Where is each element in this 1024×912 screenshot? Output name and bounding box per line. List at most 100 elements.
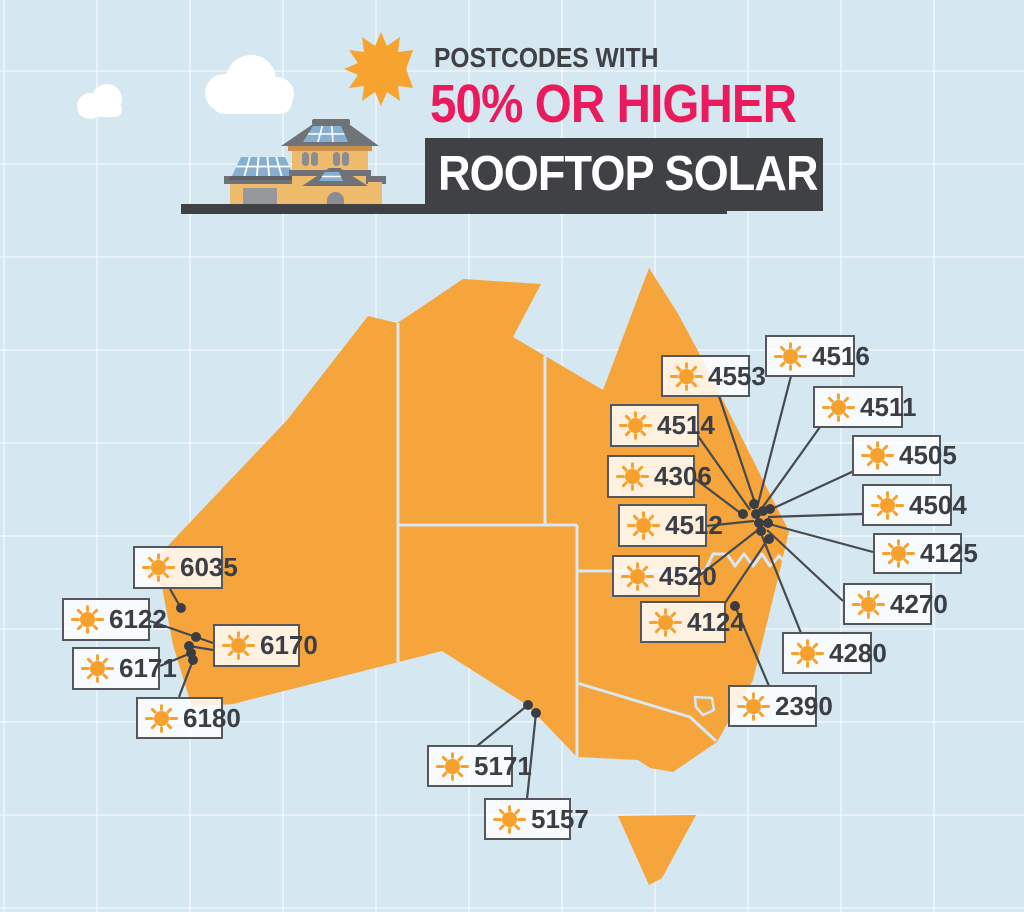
postcode-label-2390: 2390 bbox=[728, 685, 833, 727]
sun-icon bbox=[822, 392, 855, 422]
act-outline bbox=[693, 695, 716, 717]
connector-line bbox=[525, 712, 538, 800]
sun-icon bbox=[436, 751, 469, 781]
postcode-value: 4520 bbox=[659, 560, 717, 591]
location-dot bbox=[764, 534, 774, 544]
kicker-text: POSTCODES WITH bbox=[434, 42, 659, 73]
postcode-value: 4511 bbox=[860, 391, 917, 422]
sun-icon bbox=[791, 638, 824, 668]
postcode-value: 4270 bbox=[890, 588, 948, 619]
header-scene bbox=[77, 32, 418, 210]
sun-icon bbox=[493, 804, 526, 834]
sun-icon bbox=[882, 539, 915, 568]
postcode-value: 4505 bbox=[899, 440, 957, 470]
map-tasmania bbox=[618, 815, 696, 885]
postcode-value: 6035 bbox=[180, 552, 238, 582]
postcode-label-4512: 4512 bbox=[618, 504, 723, 547]
postcode-value: 4553 bbox=[708, 360, 766, 391]
sun-icon bbox=[621, 561, 654, 591]
banner-text: ROOFTOP SOLAR bbox=[438, 147, 819, 201]
sun-icon bbox=[861, 441, 894, 470]
postcode-value: 4124 bbox=[687, 606, 745, 637]
postcode-value: 4280 bbox=[829, 637, 887, 668]
cloud-icon bbox=[77, 55, 294, 119]
postcode-label-4306: 4306 bbox=[607, 455, 712, 498]
sun-icon bbox=[142, 553, 175, 582]
location-dot bbox=[730, 601, 740, 611]
map-mainland bbox=[143, 268, 789, 772]
postcode-label-4124: 4124 bbox=[640, 601, 745, 643]
location-dot bbox=[176, 603, 186, 613]
postcode-value: 5171 bbox=[474, 750, 532, 781]
sun-icon bbox=[222, 631, 255, 660]
sun-burst-icon bbox=[344, 32, 418, 106]
sun-icon bbox=[670, 361, 703, 391]
postcode-value: 2390 bbox=[775, 690, 833, 721]
connector-line bbox=[149, 619, 197, 639]
connector-line bbox=[177, 659, 195, 698]
sun-icon bbox=[81, 654, 114, 683]
postcode-label-4280: 4280 bbox=[782, 632, 887, 674]
state-border bbox=[576, 681, 718, 743]
location-dot bbox=[763, 518, 773, 528]
postcode-value: 4125 bbox=[920, 538, 978, 568]
postcode-label-4504: 4504 bbox=[862, 484, 967, 526]
connector-line bbox=[733, 605, 771, 687]
location-dot bbox=[754, 518, 764, 528]
connector-line bbox=[717, 395, 758, 507]
postcode-label-4270: 4270 bbox=[843, 583, 948, 625]
sun-icon bbox=[145, 703, 178, 733]
location-dot bbox=[191, 632, 201, 642]
postcode-value: 6180 bbox=[183, 702, 241, 733]
postcode-label-4516: 4516 bbox=[765, 335, 870, 377]
connector-line bbox=[698, 528, 760, 577]
postcode-value: 6170 bbox=[260, 630, 318, 660]
postcode-label-5157: 5157 bbox=[484, 798, 589, 840]
location-dot bbox=[756, 526, 766, 536]
connector-line bbox=[767, 512, 863, 519]
location-dot bbox=[765, 504, 775, 514]
connector-line bbox=[697, 435, 751, 511]
connector-line bbox=[724, 538, 769, 604]
location-dot bbox=[738, 509, 748, 519]
postcode-label-4511: 4511 bbox=[813, 386, 916, 428]
postcode-label-4505: 4505 bbox=[852, 435, 957, 476]
connector-line bbox=[766, 529, 844, 602]
location-dot bbox=[531, 708, 541, 718]
connector-line bbox=[159, 651, 192, 668]
connector-line bbox=[693, 477, 744, 516]
postcode-value: 4514 bbox=[657, 410, 715, 440]
postcode-label-5171: 5171 bbox=[427, 745, 532, 787]
postcode-value: 5157 bbox=[531, 803, 589, 834]
house-illustration bbox=[224, 119, 386, 210]
location-dot bbox=[749, 499, 759, 509]
sun-icon bbox=[627, 511, 660, 540]
connector-line bbox=[759, 426, 821, 512]
postcode-label-6170: 6170 bbox=[213, 624, 318, 667]
sun-icon bbox=[71, 605, 104, 634]
sun-icon bbox=[619, 411, 652, 440]
connector-line bbox=[476, 704, 529, 747]
postcode-value: 4504 bbox=[909, 489, 967, 520]
postcode-label-6171: 6171 bbox=[72, 647, 177, 690]
sun-icon bbox=[871, 490, 904, 520]
sun-icon bbox=[616, 462, 649, 491]
connector-line bbox=[755, 375, 793, 509]
postcode-value: 4516 bbox=[812, 340, 870, 371]
location-dot bbox=[523, 700, 533, 710]
connector-line bbox=[705, 519, 755, 528]
sun-icon bbox=[649, 607, 682, 637]
sun-icon bbox=[737, 691, 770, 721]
connector-line bbox=[768, 522, 874, 554]
postcode-value: 6122 bbox=[109, 604, 167, 634]
banner: ROOFTOP SOLAR bbox=[425, 138, 823, 211]
location-dot bbox=[188, 655, 198, 665]
postcode-label-6122: 6122 bbox=[62, 598, 167, 641]
postcode-label-6035: 6035 bbox=[133, 546, 238, 589]
postcode-value: 6171 bbox=[119, 653, 177, 683]
connector-line bbox=[760, 535, 803, 634]
headline-text: 50% OR HIGHER bbox=[430, 74, 797, 134]
sun-icon bbox=[852, 589, 885, 619]
